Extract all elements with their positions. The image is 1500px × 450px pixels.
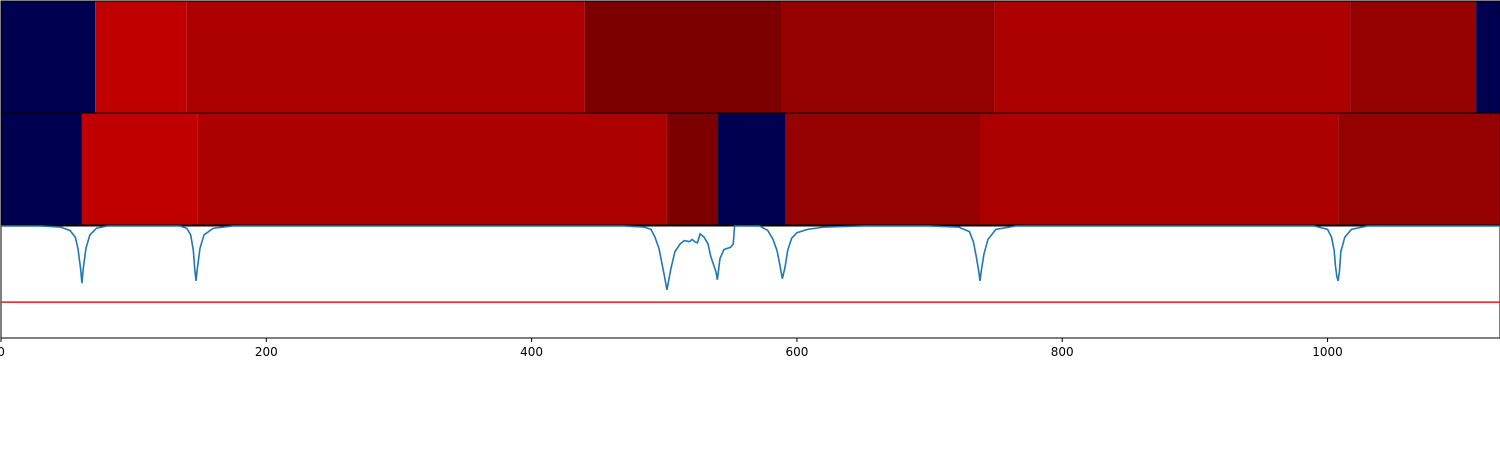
heatmap-segment — [717, 113, 785, 225]
heatmap-segment — [994, 1, 1351, 113]
heatmap-segment — [1, 113, 82, 225]
heatmap-rows — [0, 0, 1500, 226]
heatmap-segment — [781, 1, 995, 113]
x-tick-label: 800 — [1051, 345, 1074, 359]
x-tick-label: 0 — [0, 345, 5, 359]
heatmap-segment — [666, 113, 718, 225]
heatmap-row-frame — [0, 112, 1500, 226]
signal-line — [1, 225, 1500, 290]
heatmap-segment — [1, 1, 96, 113]
heatmap-row-2 — [0, 112, 1500, 226]
x-tick-label: 400 — [520, 345, 543, 359]
heatmap-segment — [81, 113, 198, 225]
heatmap-segment — [186, 1, 585, 113]
x-tick-label: 600 — [785, 345, 808, 359]
heatmap-segment — [1476, 1, 1500, 113]
heatmap-segment — [784, 113, 980, 225]
heatmap-segment — [1350, 1, 1477, 113]
x-tick-label: 1000 — [1312, 345, 1343, 359]
signal-panel — [0, 225, 1500, 339]
heatmap-segment — [197, 113, 667, 225]
x-tick-label: 200 — [255, 345, 278, 359]
heatmap-segment — [95, 1, 187, 113]
signal-panel-frame — [0, 225, 1500, 339]
heatmap-segment — [979, 113, 1339, 225]
heatmap-segment — [1338, 113, 1500, 225]
heatmap-row-1 — [0, 0, 1500, 114]
heatmap-segment — [584, 1, 782, 113]
x-axis: 0 200 400 600 800 1000 — [0, 338, 1343, 359]
